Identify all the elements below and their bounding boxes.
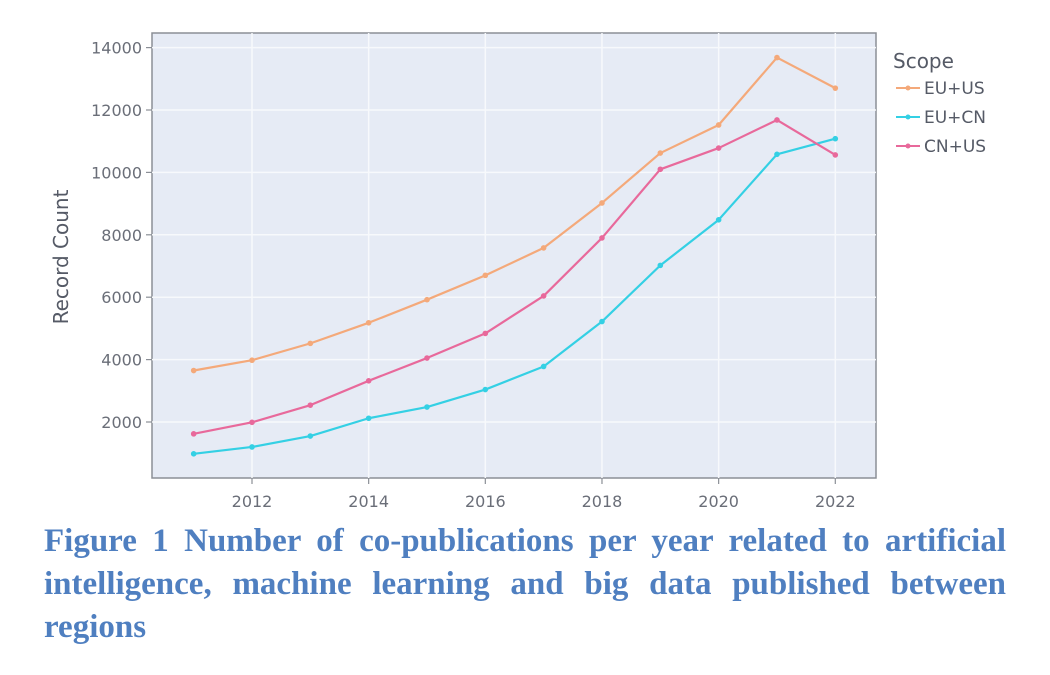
data-point [657,150,664,156]
data-point [307,433,314,439]
data-point [832,135,839,142]
y-tick-label: 12000 [91,101,142,120]
data-point [249,444,255,450]
data-point [190,367,197,374]
legend-label-cn-us: CN+US [924,137,986,157]
y-tick-label: 2000 [101,413,142,432]
data-point [540,363,547,370]
y-tick-label: 14000 [91,39,142,58]
x-tick-label: 2022 [815,492,856,511]
data-point [365,319,372,326]
line-chart: 2000 4000 6000 8000 10000 12000 14000 2012 2014… [49,32,986,511]
data-point [482,330,489,337]
data-point [599,318,605,325]
data-point [249,357,255,364]
x-tick-label: 2018 [582,492,623,511]
data-point [190,451,197,457]
data-point [774,151,780,158]
series-line-eu-cn [193,137,836,455]
legend-title: Scope [893,49,954,73]
data-point [715,217,722,223]
series-line-eu-us [193,56,836,372]
series-line-cn-us [193,118,836,435]
data-point [365,378,372,384]
data-point [482,386,489,393]
data-point [715,122,722,128]
data-point [249,419,255,426]
data-point [424,296,430,303]
data-point [774,54,780,61]
data-point [657,262,664,269]
data-point [365,415,372,422]
legend: Scope EU+US EU+CN CN+US [893,49,986,157]
legend-label-eu-us: EU+US [924,79,985,99]
data-point [540,293,547,299]
gridlines [152,33,876,478]
data-point [657,166,664,173]
figure-caption: Figure 1 Number of co-publications per y… [44,523,1006,645]
y-axis-label: Record Count [49,189,73,324]
data-point [307,340,314,347]
data-point [832,85,839,91]
plot-area [151,32,877,479]
y-tick-label: 6000 [101,288,142,307]
data-point [774,117,780,123]
y-tick-label: 4000 [101,351,142,370]
data-point [599,200,605,206]
data-point [307,402,314,408]
data-point [424,355,430,361]
y-tick-label: 8000 [101,226,142,245]
legend-marker [905,114,911,120]
y-axis-ticks: 2000 4000 6000 8000 10000 12000 14000 [91,39,152,432]
data-point [540,245,547,251]
x-tick-label: 2020 [698,492,739,511]
data-point [832,152,839,158]
x-axis-ticks: 2012 2014 2016 2018 2020 2022 [232,478,856,511]
y-tick-label: 10000 [91,163,142,182]
data-point [190,431,197,437]
x-tick-label: 2012 [232,492,273,511]
series-lines [190,54,839,457]
x-tick-label: 2016 [465,492,506,511]
legend-marker [905,85,911,91]
data-point [482,272,489,279]
x-tick-label: 2014 [348,492,389,511]
data-point [424,404,430,410]
legend-marker [905,143,911,149]
data-point [715,145,722,151]
legend-label-eu-cn: EU+CN [924,108,986,128]
data-point [599,235,605,241]
